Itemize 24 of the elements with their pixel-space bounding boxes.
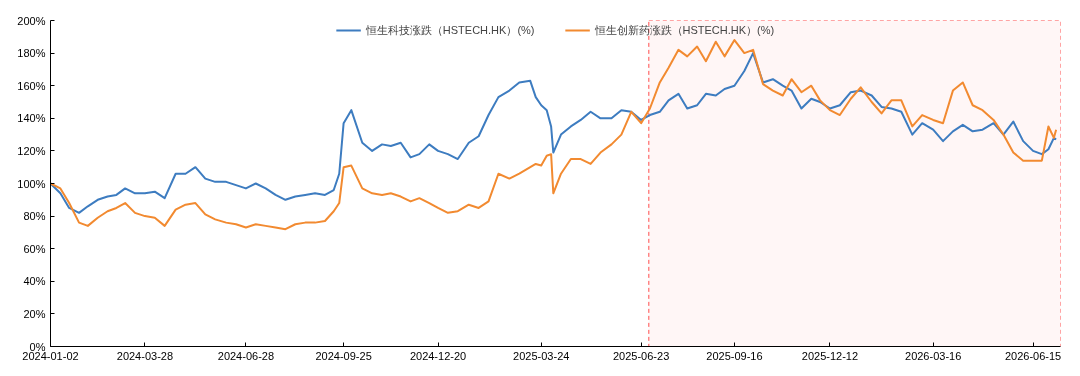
y-tick-label: 80% — [23, 210, 46, 223]
legend-label: 恒生科技涨跌（HSTECH.HK）(%) — [365, 22, 535, 38]
x-tick-label: 2024-12-20 — [409, 349, 467, 362]
x-tick-label: 2025-03-24 — [513, 349, 570, 362]
x-tick-label: 2025-12-12 — [801, 349, 859, 362]
x-tick-label: 2026-06-15 — [1004, 349, 1062, 362]
y-tick-label: 60% — [23, 242, 46, 255]
y-tick-label: 20% — [23, 307, 46, 320]
legend-label: 恒生创新药涨跌（HSTECH.HK）(%) — [594, 22, 775, 38]
x-tick-label: 2024-03-28 — [116, 349, 174, 362]
y-tick-label: 200% — [17, 14, 46, 27]
x-tick-label: 2025-09-16 — [706, 349, 763, 362]
y-tick-label: 140% — [17, 112, 46, 125]
line-series — [50, 39, 1058, 231]
line-series — [50, 52, 1058, 214]
x-tick-label: 2024-06-28 — [217, 349, 275, 362]
y-tick-label: 120% — [17, 144, 46, 157]
y-tick-label: 160% — [17, 79, 46, 92]
y-tick-label: 180% — [17, 47, 46, 60]
y-tick-label: 40% — [23, 275, 46, 288]
x-tick-label: 2024-09-25 — [315, 349, 372, 362]
y-tick-label: 100% — [17, 177, 46, 190]
x-tick-label: 2025-06-23 — [613, 349, 670, 362]
x-tick-label: 2026-03-16 — [905, 349, 962, 362]
